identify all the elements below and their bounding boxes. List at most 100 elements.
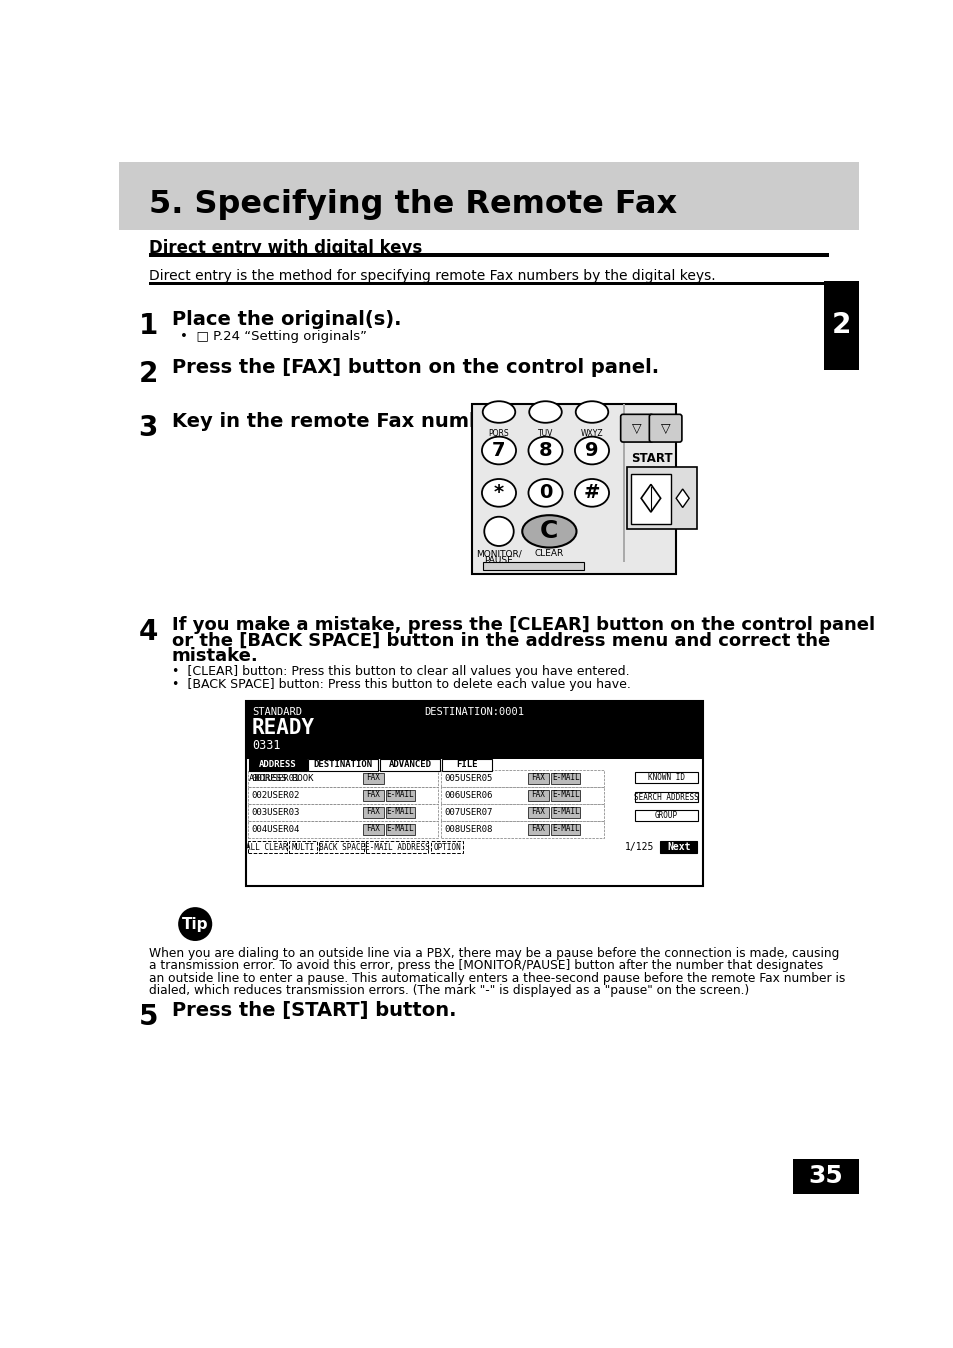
Ellipse shape xyxy=(575,437,608,464)
Text: *: * xyxy=(494,484,503,503)
Text: 005USER05: 005USER05 xyxy=(443,774,492,783)
Text: WXYZ: WXYZ xyxy=(580,429,602,438)
Polygon shape xyxy=(640,484,660,512)
Text: FAX: FAX xyxy=(366,807,380,816)
Bar xyxy=(362,807,384,818)
Bar xyxy=(527,774,549,785)
Ellipse shape xyxy=(529,402,561,423)
FancyBboxPatch shape xyxy=(649,414,681,442)
Bar xyxy=(550,807,579,818)
Text: 4: 4 xyxy=(138,617,158,646)
Bar xyxy=(441,759,492,771)
Text: Place the original(s).: Place the original(s). xyxy=(172,310,401,329)
Text: 0331: 0331 xyxy=(252,739,280,752)
Text: BACK SPACE: BACK SPACE xyxy=(318,842,364,852)
Text: FAX: FAX xyxy=(531,807,545,816)
Text: •  □ P.24 “Setting originals”: • □ P.24 “Setting originals” xyxy=(179,330,366,344)
Text: ▽: ▽ xyxy=(660,422,670,434)
Text: •  [BACK SPACE] button: Press this button to delete each value you have.: • [BACK SPACE] button: Press this button… xyxy=(172,678,630,690)
Text: Next: Next xyxy=(666,842,690,852)
Bar xyxy=(634,772,698,783)
Text: E-MAIL: E-MAIL xyxy=(551,774,578,782)
Bar xyxy=(527,824,549,834)
Text: 9: 9 xyxy=(584,441,598,460)
Ellipse shape xyxy=(481,437,516,464)
Text: 1: 1 xyxy=(138,311,158,340)
Bar xyxy=(385,824,415,834)
Bar xyxy=(149,253,828,257)
Bar xyxy=(630,473,670,523)
Text: •  [CLEAR] button: Press this button to clear all values you have entered.: • [CLEAR] button: Press this button to c… xyxy=(172,666,629,678)
Text: ALL CLEAR: ALL CLEAR xyxy=(246,842,288,852)
Bar xyxy=(362,774,384,785)
Text: Direct entry with digital keys: Direct entry with digital keys xyxy=(149,239,421,257)
Text: C: C xyxy=(539,519,558,543)
Bar xyxy=(472,404,675,574)
Text: TUV: TUV xyxy=(537,429,553,438)
Text: READY: READY xyxy=(252,717,314,737)
Text: FAX: FAX xyxy=(531,790,545,799)
Text: ADVANCED: ADVANCED xyxy=(388,760,431,770)
Text: DESTINATION: DESTINATION xyxy=(314,760,373,770)
Bar xyxy=(385,807,415,818)
Bar xyxy=(823,282,858,369)
Text: 008USER08: 008USER08 xyxy=(443,825,492,834)
Text: 001USER01: 001USER01 xyxy=(251,774,299,783)
Bar xyxy=(527,807,549,818)
Bar xyxy=(248,787,437,803)
Bar xyxy=(319,841,364,853)
Bar xyxy=(248,821,437,838)
Text: KNOWN ID: KNOWN ID xyxy=(647,774,684,782)
Bar xyxy=(379,759,439,771)
Ellipse shape xyxy=(528,479,562,507)
Bar xyxy=(659,841,697,853)
Text: When you are dialing to an outside line via a PBX, there may be a pause before t: When you are dialing to an outside line … xyxy=(149,948,839,960)
Text: If you make a mistake, press the [CLEAR] button on the control panel: If you make a mistake, press the [CLEAR]… xyxy=(172,616,874,634)
Text: SEARCH ADDRESS: SEARCH ADDRESS xyxy=(634,793,698,802)
Text: 7: 7 xyxy=(492,441,505,460)
Bar xyxy=(626,468,696,528)
Bar xyxy=(149,282,828,284)
Bar xyxy=(249,759,307,771)
Text: 1/125: 1/125 xyxy=(624,842,654,852)
Text: FAX: FAX xyxy=(366,790,380,799)
Bar xyxy=(440,787,603,803)
Bar xyxy=(527,790,549,801)
Text: DESTINATION:0001: DESTINATION:0001 xyxy=(423,706,523,717)
Text: 2: 2 xyxy=(831,311,850,338)
Text: 5: 5 xyxy=(138,1003,158,1031)
Text: an outside line to enter a pause. This automatically enters a thee-second pause : an outside line to enter a pause. This a… xyxy=(149,972,844,985)
Circle shape xyxy=(178,907,212,941)
Text: START: START xyxy=(630,452,672,465)
Text: 8: 8 xyxy=(538,441,552,460)
FancyBboxPatch shape xyxy=(620,414,653,442)
Text: 0: 0 xyxy=(538,484,552,503)
Bar xyxy=(308,759,377,771)
Text: E-MAIL ADDRESS: E-MAIL ADDRESS xyxy=(365,842,430,852)
Ellipse shape xyxy=(484,516,513,546)
Text: STANDARD: STANDARD xyxy=(252,706,301,717)
Text: E-MAIL: E-MAIL xyxy=(386,790,414,799)
Text: 003USER03: 003USER03 xyxy=(251,807,299,817)
Bar xyxy=(289,841,316,853)
Ellipse shape xyxy=(482,402,515,423)
Text: 007USER07: 007USER07 xyxy=(443,807,492,817)
Text: Press the [FAX] button on the control panel.: Press the [FAX] button on the control pa… xyxy=(172,359,659,377)
Text: Tip: Tip xyxy=(182,917,209,931)
Bar xyxy=(550,774,579,785)
Bar xyxy=(440,803,603,821)
Bar xyxy=(245,701,702,759)
Text: E-MAIL: E-MAIL xyxy=(551,824,578,833)
Text: 2: 2 xyxy=(138,360,158,388)
Text: #: # xyxy=(583,484,599,503)
Bar xyxy=(248,770,437,787)
Text: or the [BACK SPACE] button in the address menu and correct the: or the [BACK SPACE] button in the addres… xyxy=(172,631,829,650)
Text: E-MAIL: E-MAIL xyxy=(551,807,578,816)
Text: E-MAIL: E-MAIL xyxy=(551,790,578,799)
Bar xyxy=(440,770,603,787)
Bar xyxy=(362,824,384,834)
Text: FAX: FAX xyxy=(531,774,545,782)
Bar xyxy=(366,841,428,853)
Text: 5. Specifying the Remote Fax: 5. Specifying the Remote Fax xyxy=(149,189,676,220)
Text: CLEAR: CLEAR xyxy=(535,549,563,558)
